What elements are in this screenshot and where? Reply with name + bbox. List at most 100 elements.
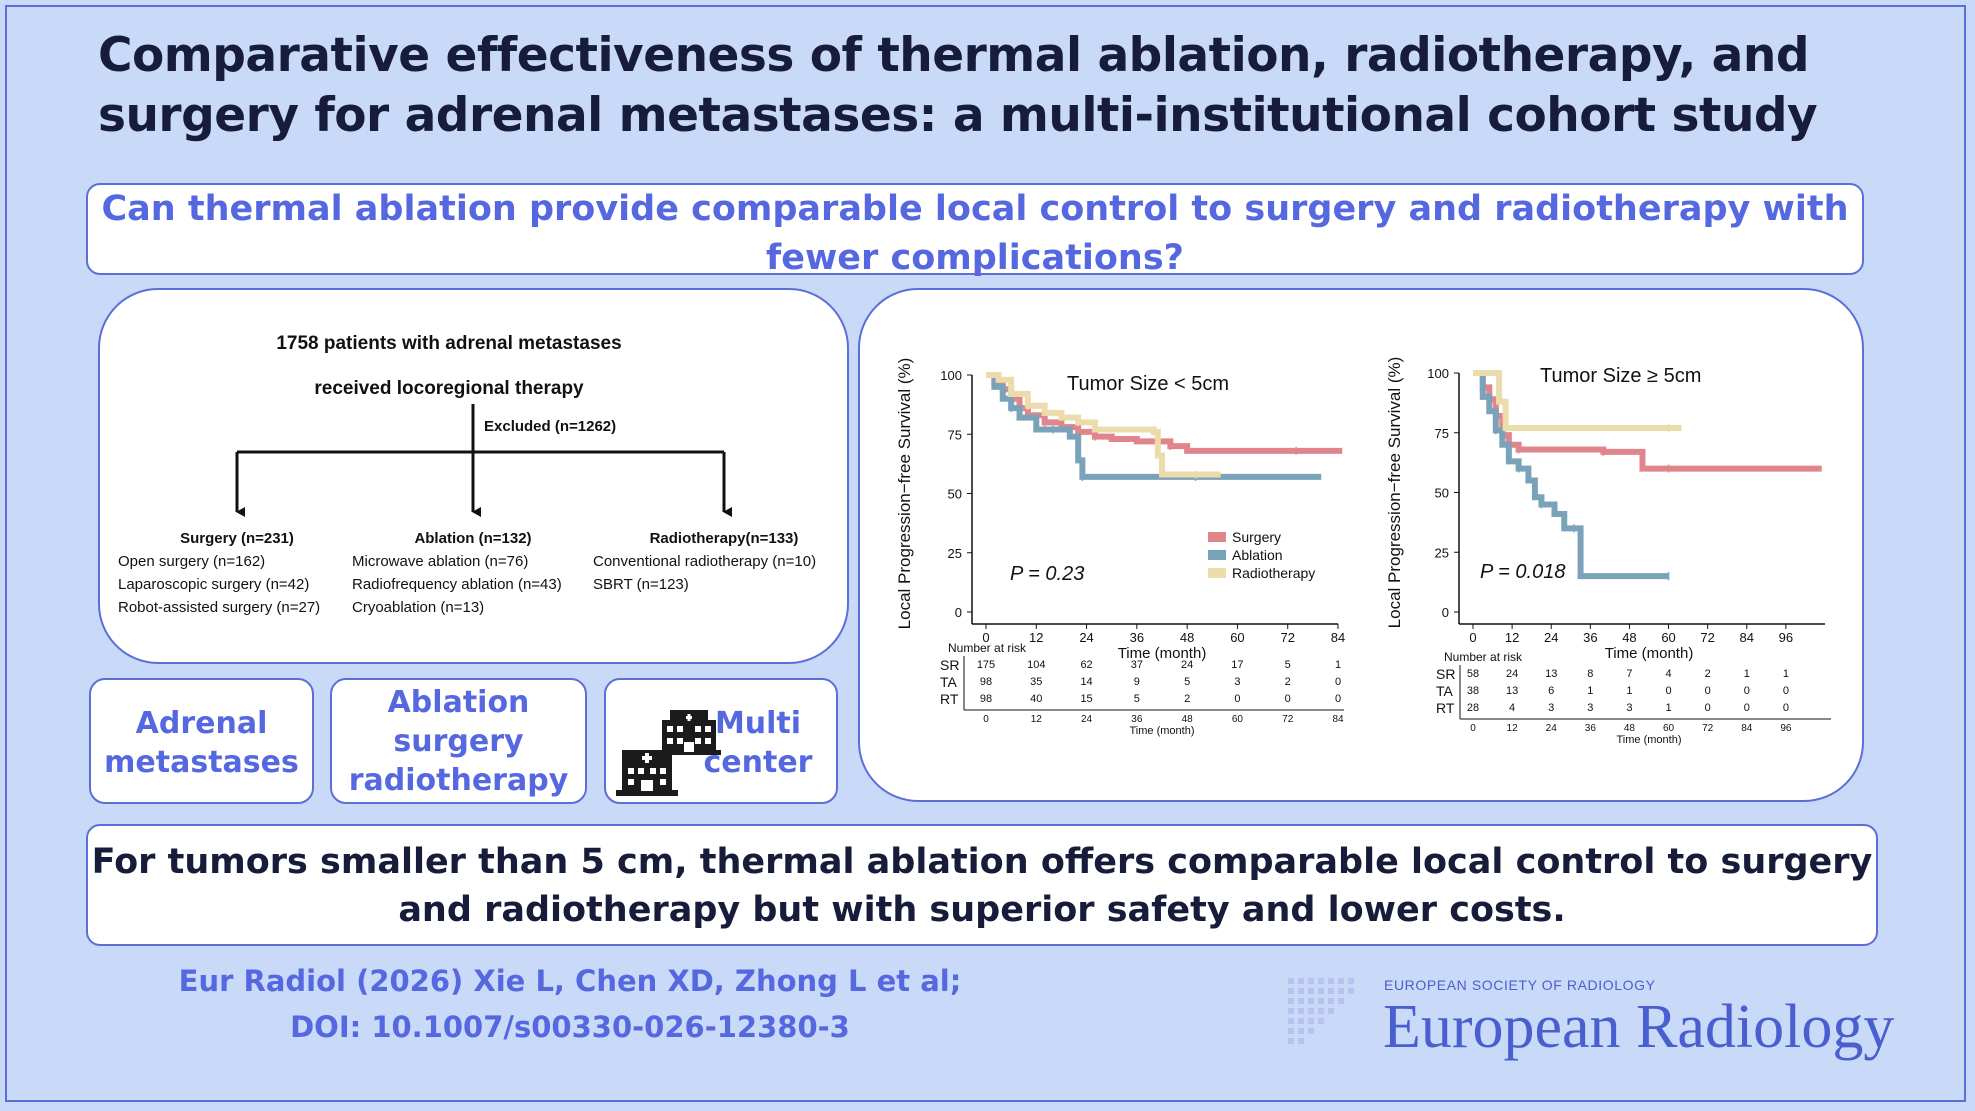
legend-label: Surgery [1232,529,1281,545]
patient-flowchart: 1758 patients with adrenal metastases re… [118,333,816,616]
risk-value: 0 [1234,693,1240,705]
risk-value: 24 [1506,668,1518,680]
risk-value: 1 [1587,685,1593,697]
risk-value: 3 [1626,702,1632,714]
risk-value: 37 [1131,659,1143,671]
chart-title: Tumor Size ≥ 5cm [1540,365,1701,387]
legend-swatch [1208,550,1226,560]
title-line: surgery for adrenal metastases: a multi-… [98,88,1818,143]
risk-value: 0 [1744,685,1750,697]
risk-value: 35 [1030,676,1042,688]
risk-value: 0 [1665,685,1671,697]
x-tick-label: 60 [1661,630,1675,645]
x-tick-label: 72 [1280,630,1294,645]
group-item: SBRT (n=123) [593,576,689,593]
x-tick-label: 96 [1779,630,1793,645]
risk-value: 38 [1467,685,1479,697]
risk-value: 0 [1783,685,1789,697]
risk-value: 40 [1030,693,1042,705]
risk-x-tick-label: 60 [1663,723,1675,734]
page-title: Comparative effectiveness of thermal abl… [98,26,1898,146]
patient-flowchart-panel: 1758 patients with adrenal metastases re… [98,288,849,664]
risk-value: 1 [1744,668,1750,680]
question-line: fewer complications? [766,238,1184,278]
y-tick-label: 75 [948,427,962,442]
risk-x-axis-title: Time (month) [1130,725,1195,737]
risk-value: 0 [1705,685,1711,697]
risk-value: 1 [1626,685,1632,697]
risk-value: 0 [1335,676,1341,688]
risk-x-tick-label: 72 [1282,714,1294,725]
society-name: EUROPEAN SOCIETY OF RADIOLOGY [1384,977,1656,993]
risk-row-name: SR [1436,666,1455,682]
page-frame [5,5,1966,1102]
flow-top-line: 1758 patients with adrenal metastases [276,333,621,354]
keyword-line: surgery [393,724,524,759]
p-value: P = 0.23 [1010,563,1084,585]
keyword-line: Ablation [387,685,530,720]
risk-x-axis-title: Time (month) [1617,734,1682,746]
risk-x-tick-label: 84 [1332,714,1344,725]
risk-value: 3 [1234,676,1240,688]
risk-x-tick-label: 36 [1585,723,1597,734]
x-tick-label: 84 [1740,630,1754,645]
keyword-line: Multi [714,706,802,741]
legend-label: Radiotherapy [1232,565,1315,581]
risk-value: 175 [977,659,995,671]
risk-value: 98 [980,676,992,688]
keyword-treatments-box: Ablation surgery radiotherapy [330,678,587,804]
x-tick-label: 48 [1622,630,1636,645]
risk-row-name: RT [1436,700,1455,716]
risk-value: 17 [1231,659,1243,671]
km-curve-radiotherapy [1473,370,1682,431]
risk-x-tick-label: 48 [1624,723,1636,734]
risk-value: 98 [980,693,992,705]
risk-value: 58 [1467,668,1479,680]
risk-value: 5 [1134,693,1140,705]
risk-value: 1 [1335,659,1341,671]
risk-row-name: TA [1436,683,1454,699]
risk-value: 2 [1705,668,1711,680]
y-tick-label: 75 [1435,426,1449,441]
group-item: Cryoablation (n=13) [352,599,484,616]
risk-value: 3 [1548,702,1554,714]
risk-value: 5 [1285,659,1291,671]
keyword-line: metastases [104,745,299,780]
risk-value: 1 [1665,702,1671,714]
x-tick-label: 36 [1130,630,1144,645]
y-tick-label: 0 [955,605,962,620]
legend-swatch [1208,532,1226,542]
x-tick-label: 12 [1029,630,1043,645]
y-tick-label: 100 [940,368,962,383]
risk-x-tick-label: 0 [983,714,989,725]
legend-swatch [1208,568,1226,578]
question-line: Can thermal ablation provide comparable … [101,189,1849,229]
risk-value: 4 [1509,702,1515,714]
y-axis-title: Local Progression−free Survival (%) [1385,357,1404,629]
risk-row-name: RT [940,691,959,707]
legend-label: Ablation [1232,547,1283,563]
x-axis-title: Time (month) [1605,645,1694,662]
group-item: Laparoscopic surgery (n=42) [118,576,309,593]
conclusion-box: For tumors smaller than 5 cm, thermal ab… [86,824,1878,946]
risk-x-tick-label: 72 [1702,723,1714,734]
group-item: Conventional radiotherapy (n=10) [593,553,816,570]
y-tick-label: 50 [948,487,962,502]
journal-logo-text: European Radiology [1383,993,1895,1061]
flow-excluded: Excluded (n=1262) [484,418,616,435]
risk-value: 104 [1027,659,1045,671]
group-title-surgery: Surgery (n=231) [180,530,294,547]
group-title-ablation: Ablation (n=132) [414,530,531,547]
y-tick-label: 100 [1427,366,1449,381]
risk-value: 0 [1705,702,1711,714]
flow-top-line: received locoregional therapy [314,378,584,399]
risk-x-tick-label: 60 [1232,714,1244,725]
risk-value: 7 [1626,668,1632,680]
x-tick-label: 0 [982,630,989,645]
chart-title: Tumor Size < 5cm [1067,373,1229,395]
km-curve-surgery [1473,370,1822,472]
x-axis-title: Time (month) [1118,645,1207,662]
title-line: Comparative effectiveness of thermal abl… [98,28,1810,83]
risk-x-tick-label: 84 [1741,723,1753,734]
keyword-line: Adrenal [135,706,268,741]
